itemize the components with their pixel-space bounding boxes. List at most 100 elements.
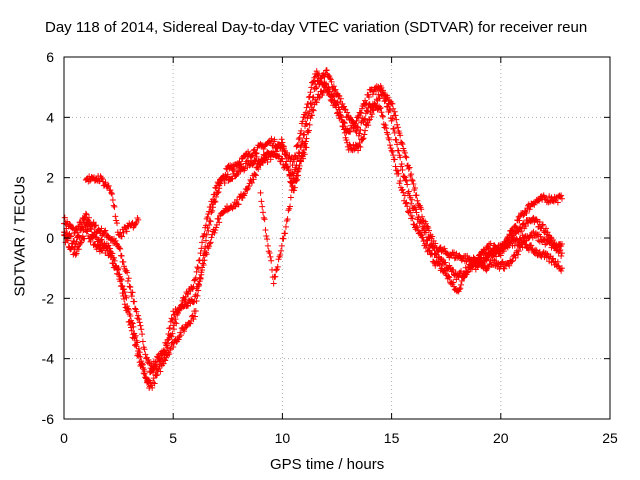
data-point — [170, 312, 177, 319]
data-point — [406, 164, 413, 171]
data-point — [284, 163, 291, 170]
data-point — [368, 113, 375, 120]
data-point — [135, 316, 142, 323]
data-point — [128, 293, 135, 300]
data-point — [318, 74, 325, 81]
data-point — [105, 182, 112, 189]
data-point — [192, 293, 199, 300]
data-point — [213, 224, 220, 231]
data-point — [284, 216, 291, 223]
data-point — [173, 320, 180, 327]
data-point — [300, 131, 307, 138]
x-tick-label: 5 — [169, 430, 177, 446]
data-point — [463, 268, 470, 275]
data-point — [256, 161, 263, 168]
data-point — [77, 240, 84, 247]
data-point — [88, 226, 95, 233]
data-point — [498, 259, 505, 266]
data-point — [353, 117, 360, 124]
data-point — [351, 146, 358, 153]
data-point — [377, 104, 384, 111]
data-point — [456, 286, 463, 293]
data-point — [253, 150, 260, 157]
data-point — [558, 253, 565, 260]
data-point — [292, 153, 299, 160]
data-point — [278, 242, 285, 249]
data-point — [118, 282, 125, 289]
data-point — [300, 155, 307, 162]
data-point — [212, 198, 219, 205]
data-point — [307, 89, 314, 96]
data-point — [365, 117, 372, 124]
data-point — [413, 209, 420, 216]
data-point — [268, 257, 275, 264]
data-point — [172, 316, 179, 323]
data-point — [528, 242, 535, 249]
data-point — [149, 369, 156, 376]
data-point — [347, 128, 354, 135]
grid-lines — [64, 57, 610, 419]
data-point — [500, 248, 507, 255]
data-point — [202, 249, 209, 256]
data-point — [75, 246, 82, 253]
data-point — [362, 115, 369, 122]
data-point — [208, 234, 215, 241]
data-point — [195, 265, 202, 272]
data-point — [296, 158, 303, 165]
data-point — [221, 176, 228, 183]
data-point — [418, 218, 425, 225]
data-point — [197, 250, 204, 257]
data-point — [412, 206, 419, 213]
data-point — [317, 75, 324, 82]
data-point — [509, 257, 516, 264]
data-point — [146, 377, 153, 384]
data-point — [192, 291, 199, 298]
data-point — [395, 170, 402, 177]
data-point — [323, 81, 330, 88]
data-point — [515, 248, 522, 255]
data-point — [394, 167, 401, 174]
data-point — [320, 87, 327, 94]
data-point — [308, 84, 315, 91]
data-point — [89, 233, 96, 240]
data-point — [118, 233, 125, 240]
data-point — [162, 357, 169, 364]
data-point — [432, 240, 439, 247]
data-point — [291, 158, 298, 165]
data-point — [141, 346, 148, 353]
data-point — [301, 131, 308, 138]
data-point — [390, 152, 397, 159]
data-point — [87, 238, 94, 245]
data-point — [145, 356, 152, 363]
data-point — [135, 312, 142, 319]
data-point — [289, 162, 296, 169]
data-point — [550, 236, 557, 243]
data-point — [83, 228, 90, 235]
data-point — [167, 324, 174, 331]
data-point — [163, 340, 170, 347]
data-point — [266, 249, 273, 256]
data-point — [399, 141, 406, 148]
data-point — [153, 372, 160, 379]
data-point — [72, 251, 79, 258]
data-point — [326, 92, 333, 99]
data-point — [258, 198, 265, 205]
data-point — [395, 147, 402, 154]
data-point — [288, 187, 295, 194]
data-point — [554, 199, 561, 206]
data-point — [551, 240, 558, 247]
data-point — [558, 241, 565, 248]
data-point — [280, 145, 287, 152]
data-point — [127, 284, 134, 291]
data-point — [364, 108, 371, 115]
data-point — [520, 212, 527, 219]
data-point — [441, 245, 448, 252]
data-point — [124, 305, 131, 312]
data-point — [283, 158, 290, 165]
data-point — [355, 114, 362, 121]
data-point — [409, 177, 416, 184]
data-point — [489, 251, 496, 258]
data-point — [464, 269, 471, 276]
data-point — [458, 281, 465, 288]
data-point — [403, 177, 410, 184]
